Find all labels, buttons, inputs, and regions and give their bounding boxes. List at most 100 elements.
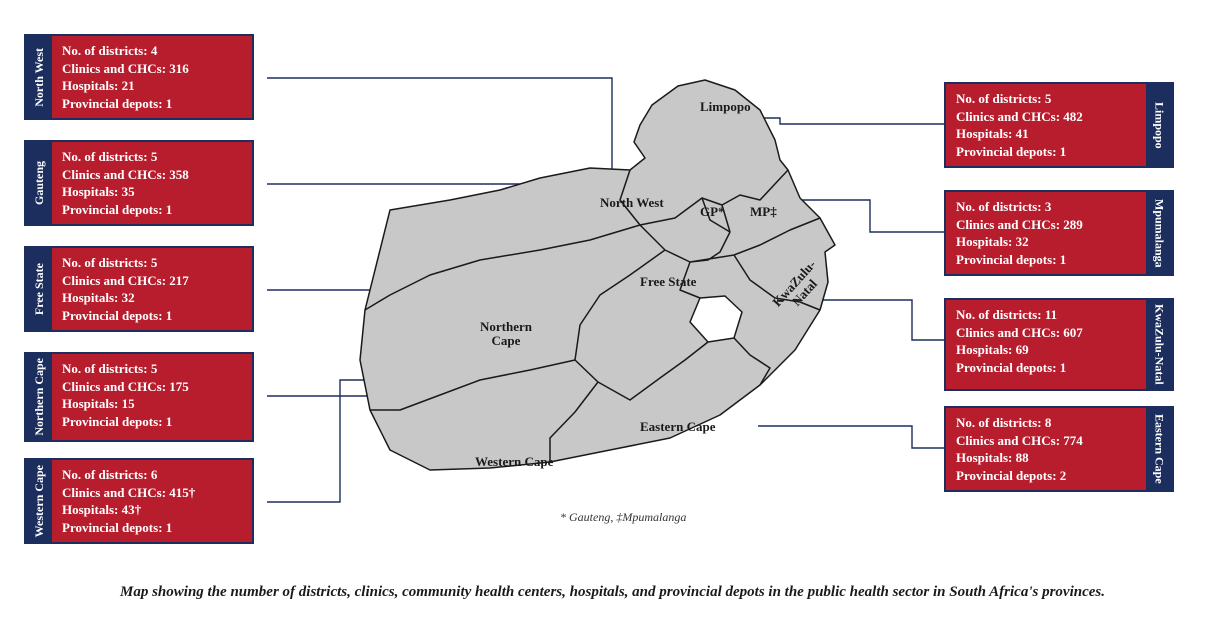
card-tab-label: Gauteng — [32, 161, 47, 205]
card-tab: KwaZulu-Natal — [1146, 300, 1172, 389]
card-row-districts: No. of districts3 — [956, 198, 1136, 216]
row-value: 32 — [122, 290, 135, 305]
row-label: No. of districts — [956, 415, 1045, 430]
row-label: Hospitals — [62, 502, 122, 517]
row-label: Provincial depots — [62, 202, 166, 217]
row-value: 482 — [1063, 109, 1083, 124]
row-value: 1 — [1060, 360, 1067, 375]
row-label: No. of districts — [62, 43, 151, 58]
card-row-hospitals: Hospitals43† — [62, 501, 242, 519]
card-row-hospitals: Hospitals88 — [956, 449, 1136, 467]
card-body: No. of districts5Clinics and CHCs217Hosp… — [52, 248, 252, 330]
row-label: Hospitals — [956, 234, 1016, 249]
card-row-depots: Provincial depots1 — [62, 413, 242, 431]
row-label: No. of districts — [956, 307, 1045, 322]
card-body: No. of districts8Clinics and CHCs774Hosp… — [946, 408, 1146, 490]
row-value: 5 — [151, 149, 158, 164]
card-tab: Eastern Cape — [1146, 408, 1172, 490]
row-value: 774 — [1063, 433, 1083, 448]
card-tab-label: North West — [32, 48, 47, 107]
row-value: 32 — [1016, 234, 1029, 249]
card-tab: Free State — [26, 248, 52, 330]
card-row-clinics: Clinics and CHCs316 — [62, 60, 242, 78]
row-label: Hospitals — [956, 126, 1016, 141]
row-label: No. of districts — [62, 361, 151, 376]
row-value: 415† — [169, 485, 195, 500]
row-value: 1 — [166, 202, 173, 217]
card-eastern-cape: Eastern Cape No. of districts8Clinics and… — [944, 406, 1174, 492]
card-tab-label: Free State — [32, 263, 47, 315]
row-value: 1 — [166, 308, 173, 323]
figure-container: LimpopoNorth WestGP*MP‡Free StateNorther… — [0, 0, 1225, 621]
card-row-clinics: Clinics and CHCs217 — [62, 272, 242, 290]
row-label: Clinics and CHCs — [62, 167, 169, 182]
row-label: Provincial depots — [956, 360, 1060, 375]
row-value: 5 — [1045, 91, 1052, 106]
row-label: Provincial depots — [956, 252, 1060, 267]
card-row-hospitals: Hospitals35 — [62, 183, 242, 201]
card-row-hospitals: Hospitals32 — [956, 233, 1136, 251]
row-value: 316 — [169, 61, 189, 76]
map-footnote: * Gauteng, ‡Mpumalanga — [560, 510, 686, 525]
row-value: 5 — [151, 255, 158, 270]
row-value: 358 — [169, 167, 189, 182]
row-label: Hospitals — [62, 184, 122, 199]
row-value: 11 — [1045, 307, 1057, 322]
card-tab-label: Northern Cape — [32, 358, 47, 436]
row-label: No. of districts — [62, 149, 151, 164]
row-label: Clinics and CHCs — [62, 485, 169, 500]
row-label: Provincial depots — [62, 96, 166, 111]
row-label: Provincial depots — [956, 144, 1060, 159]
row-value: 1 — [1060, 144, 1067, 159]
card-row-districts: No. of districts6 — [62, 466, 242, 484]
row-value: 35 — [122, 184, 135, 199]
row-label: Provincial depots — [62, 520, 166, 535]
card-row-depots: Provincial depots1 — [62, 519, 242, 537]
row-value: 4 — [151, 43, 158, 58]
card-row-clinics: Clinics and CHCs175 — [62, 378, 242, 396]
card-tab: Gauteng — [26, 142, 52, 224]
row-label: No. of districts — [956, 199, 1045, 214]
row-label: Hospitals — [62, 78, 122, 93]
row-label: Clinics and CHCs — [956, 109, 1063, 124]
card-row-hospitals: Hospitals69 — [956, 341, 1136, 359]
row-label: Clinics and CHCs — [62, 273, 169, 288]
row-value: 5 — [151, 361, 158, 376]
card-row-depots: Provincial depots1 — [956, 359, 1136, 377]
card-row-hospitals: Hospitals32 — [62, 289, 242, 307]
row-label: Hospitals — [956, 342, 1016, 357]
card-row-hospitals: Hospitals21 — [62, 77, 242, 95]
row-value: 1 — [166, 96, 173, 111]
row-value: 43† — [122, 502, 142, 517]
card-northern-cape: Northern Cape No. of districts5 Clinics an… — [24, 352, 254, 442]
card-tab-label: KwaZulu-Natal — [1152, 304, 1167, 385]
card-row-depots: Provincial depots1 — [62, 95, 242, 113]
card-western-cape: Western Cape No. of districts6Clinics and… — [24, 458, 254, 544]
card-row-districts: No. of districts8 — [956, 414, 1136, 432]
card-free-state: Free StateNo. of districts5Clinics and C… — [24, 246, 254, 332]
card-tab-label: Limpopo — [1152, 102, 1167, 149]
row-label: Hospitals — [62, 396, 122, 411]
card-tab: North West — [26, 36, 52, 118]
row-label: Provincial depots — [956, 468, 1060, 483]
row-label: Provincial depots — [62, 308, 166, 323]
row-label: Clinics and CHCs — [62, 379, 169, 394]
card-tab: Limpopo — [1146, 84, 1172, 166]
figure-caption: Map showing the number of districts, cli… — [0, 582, 1225, 603]
card-row-clinics: Clinics and CHCs774 — [956, 432, 1136, 450]
row-label: No. of districts — [62, 467, 151, 482]
card-row-districts: No. of districts11 — [956, 306, 1136, 324]
card-tab-label: Mpumalanga — [1152, 199, 1167, 268]
card-gauteng: Gauteng No. of districts5 Clinics and CHCs… — [24, 140, 254, 226]
row-label: Clinics and CHCs — [62, 61, 169, 76]
card-body: No. of districts4Clinics and CHCs316Hosp… — [52, 36, 252, 118]
row-value: 1 — [1060, 252, 1067, 267]
card-body: No. of districts11Clinics and CHCs607Hos… — [946, 300, 1146, 389]
card-row-hospitals: Hospitals15 — [62, 395, 242, 413]
card-tab-label: Eastern Cape — [1152, 414, 1167, 484]
card-tab: Western Cape — [26, 460, 52, 542]
card-row-clinics: Clinics and CHCs482 — [956, 108, 1136, 126]
row-value: 1 — [166, 414, 173, 429]
row-label: Clinics and CHCs — [956, 325, 1063, 340]
row-value: 1 — [166, 520, 173, 535]
